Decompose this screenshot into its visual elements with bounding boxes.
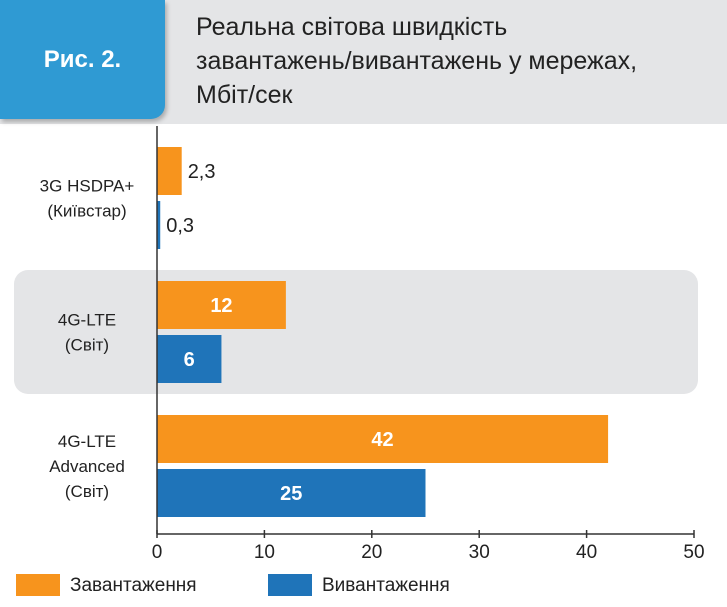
x-tick-label-0: 0 [152, 542, 163, 563]
bar-download-1 [157, 281, 286, 329]
chart-title: Реальна світова швидкість завантажень/ви… [196, 10, 716, 112]
data-label-upload-2: 25 [280, 483, 302, 505]
category-label-1-0: 4G-LTE [58, 311, 116, 330]
category-label-0-1: (Київстар) [47, 202, 126, 221]
figure-badge: Рис. 2. [0, 0, 165, 119]
bar-download-0 [157, 147, 182, 195]
data-label-upload-0: 0,3 [166, 215, 194, 237]
chart-title-line-2: завантажень/вивантажень у мережах, [196, 47, 638, 75]
legend-swatch-upload [268, 574, 312, 596]
legend-swatch-download [16, 574, 60, 596]
bar-upload-1 [157, 335, 222, 383]
category-label-1-1: (Світ) [65, 336, 109, 355]
bar-download-2 [157, 415, 609, 463]
chart-title-line-1: Реальна світова швидкість [196, 13, 508, 41]
chart-title-line-3: Мбіт/сек [196, 81, 293, 109]
data-label-download-1: 12 [210, 295, 232, 317]
category-label-2-2: (Світ) [65, 482, 109, 501]
x-tick-label-50: 50 [683, 542, 704, 563]
bar-upload-2 [157, 469, 426, 517]
figure-label: Рис. 2. [43, 45, 122, 73]
category-highlight-band [14, 270, 698, 394]
x-tick-label-40: 40 [576, 542, 597, 563]
category-label-0-0: 3G HSDPA+ [40, 177, 135, 196]
category-label-2-0: 4G-LTE [58, 432, 116, 451]
legend-label-upload: Вивантаження [322, 575, 450, 596]
x-tick-label-20: 20 [361, 542, 382, 563]
x-tick-label-10: 10 [254, 542, 275, 563]
data-label-upload-1: 6 [184, 349, 195, 371]
category-label-2-1: Advanced [49, 457, 125, 476]
bar-upload-0 [157, 201, 161, 249]
data-label-download-0: 2,3 [188, 161, 216, 183]
data-label-download-2: 42 [371, 429, 393, 451]
legend-label-download: Завантаження [70, 575, 197, 596]
x-tick-label-30: 30 [469, 542, 490, 563]
